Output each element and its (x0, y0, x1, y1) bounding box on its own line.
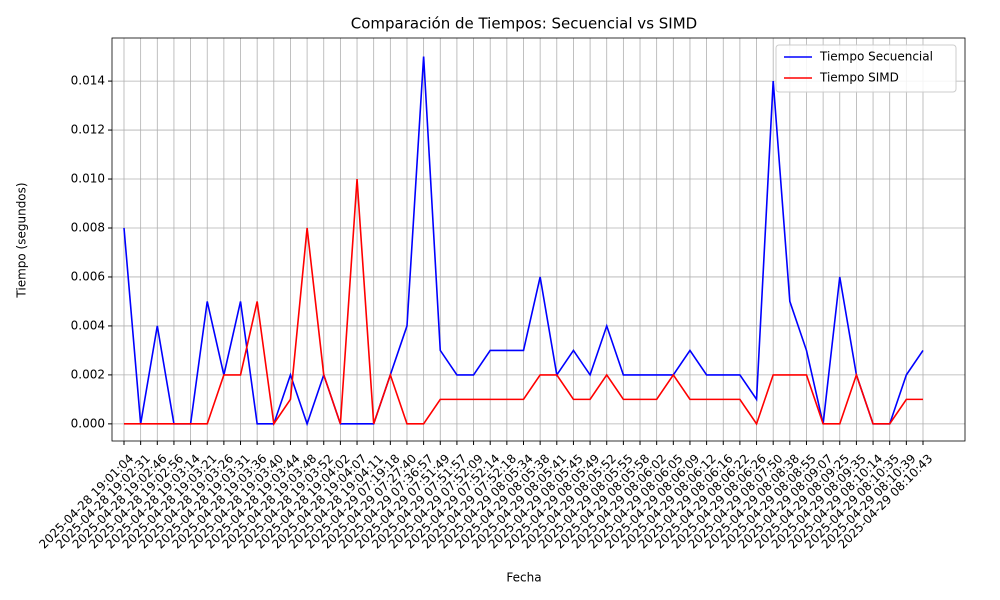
line-series (124, 178, 923, 427)
y-tick-label: 0.012 (71, 123, 105, 137)
y-tick-label: 0.004 (71, 318, 105, 332)
x-axis-label: Fecha (506, 571, 541, 585)
legend-label: Tiempo SIMD (819, 71, 899, 85)
y-tick-label: 0.008 (71, 220, 105, 234)
y-tick-label: 0.014 (71, 74, 105, 88)
plot-frame (111, 37, 966, 442)
line-series (123, 56, 924, 427)
legend-box (775, 44, 957, 93)
chart-title: Comparación de Tiempos: Secuencial vs SI… (351, 15, 697, 33)
legend-label: Tiempo Secuencial (819, 50, 933, 64)
y-tick-label: 0.002 (71, 367, 105, 381)
y-tick-label: 0.006 (71, 269, 105, 283)
y-tick-label: 0.000 (71, 416, 105, 430)
y-axis-label: Tiempo (segundos) (15, 182, 29, 298)
y-tick-label: 0.010 (71, 172, 105, 186)
